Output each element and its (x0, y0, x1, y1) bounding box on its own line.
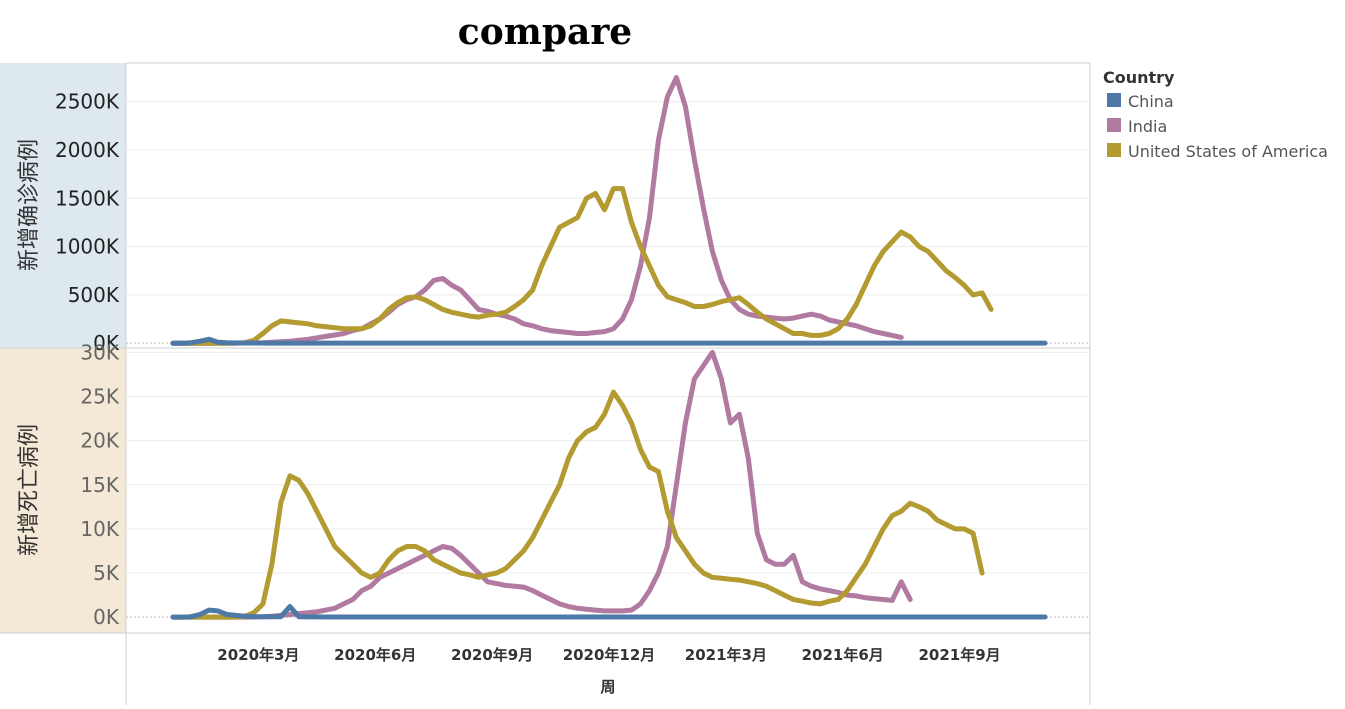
series-line-p0-united-states-of-america (170, 186, 994, 346)
x-tick-label-0: 2020年3月 (217, 646, 299, 664)
ytick-label-p1-1: 5K (93, 561, 120, 585)
legend-swatch-usa (1107, 143, 1121, 157)
ytick-label-p1-4: 20K (80, 429, 119, 453)
ytick-label-p0-3: 1500K (55, 186, 120, 210)
x-tick-label-6: 2021年9月 (919, 646, 1001, 664)
x-tick-labels: 2020年3月 2020年6月 2020年9月 2020年12月 2021年3月 2021… (217, 646, 1000, 664)
series-line-p0-china (170, 336, 1048, 346)
ytick-label-p0-4: 2000K (55, 138, 120, 162)
legend-item-usa[interactable]: United States of America (1107, 142, 1328, 161)
legend-item-india[interactable]: India (1107, 117, 1167, 136)
legend[interactable]: Country China India United States of Ame… (1103, 68, 1328, 161)
bottom-ylabel-band (0, 348, 126, 633)
top-ylabel-band (0, 63, 126, 348)
ytick-label-p1-0: 0K (93, 605, 120, 629)
ytick-label-p1-3: 15K (80, 473, 119, 497)
ytick-label-p1-5: 25K (80, 385, 119, 409)
x-tick-label-3: 2020年12月 (563, 646, 656, 664)
bottom-panel-ylabel: 新增死亡病例 (17, 424, 42, 556)
x-tick-label-2: 2020年9月 (451, 646, 533, 664)
ytick-label-p0-0: 0K (93, 331, 120, 355)
ytick-label-p1-6: 30K (80, 340, 119, 364)
series-line-p1-united-states-of-america (170, 389, 985, 620)
x-axis-label: 周 (600, 678, 615, 696)
grid-layer (126, 101, 1090, 618)
x-tick-label-1: 2020年6月 (334, 646, 416, 664)
chart-title: compare (458, 11, 632, 53)
x-tick-label-5: 2021年6月 (802, 646, 884, 664)
legend-swatch-china (1107, 93, 1121, 107)
legend-label-china: China (1128, 92, 1174, 111)
ytick-label-p0-2: 1000K (55, 235, 120, 259)
series-layer (170, 75, 1048, 620)
y-tick-labels: 0K 500K 1000K 1500K 2000K 2500K 0K 5K 10K 15K 20K 2… (55, 90, 120, 629)
legend-label-usa: United States of America (1128, 142, 1328, 161)
legend-title: Country (1103, 68, 1175, 87)
series-line-p1-china (170, 604, 1048, 620)
series-line-p0-india (170, 75, 904, 346)
top-panel-ylabel: 新增确诊病例 (17, 139, 42, 271)
ytick-label-p0-1: 500K (68, 283, 120, 307)
x-tick-label-4: 2021年3月 (685, 646, 767, 664)
legend-label-india: India (1128, 117, 1167, 136)
legend-swatch-india (1107, 118, 1121, 132)
ytick-label-p1-2: 10K (80, 517, 119, 541)
legend-item-china[interactable]: China (1107, 92, 1174, 111)
ytick-label-p0-5: 2500K (55, 90, 120, 114)
